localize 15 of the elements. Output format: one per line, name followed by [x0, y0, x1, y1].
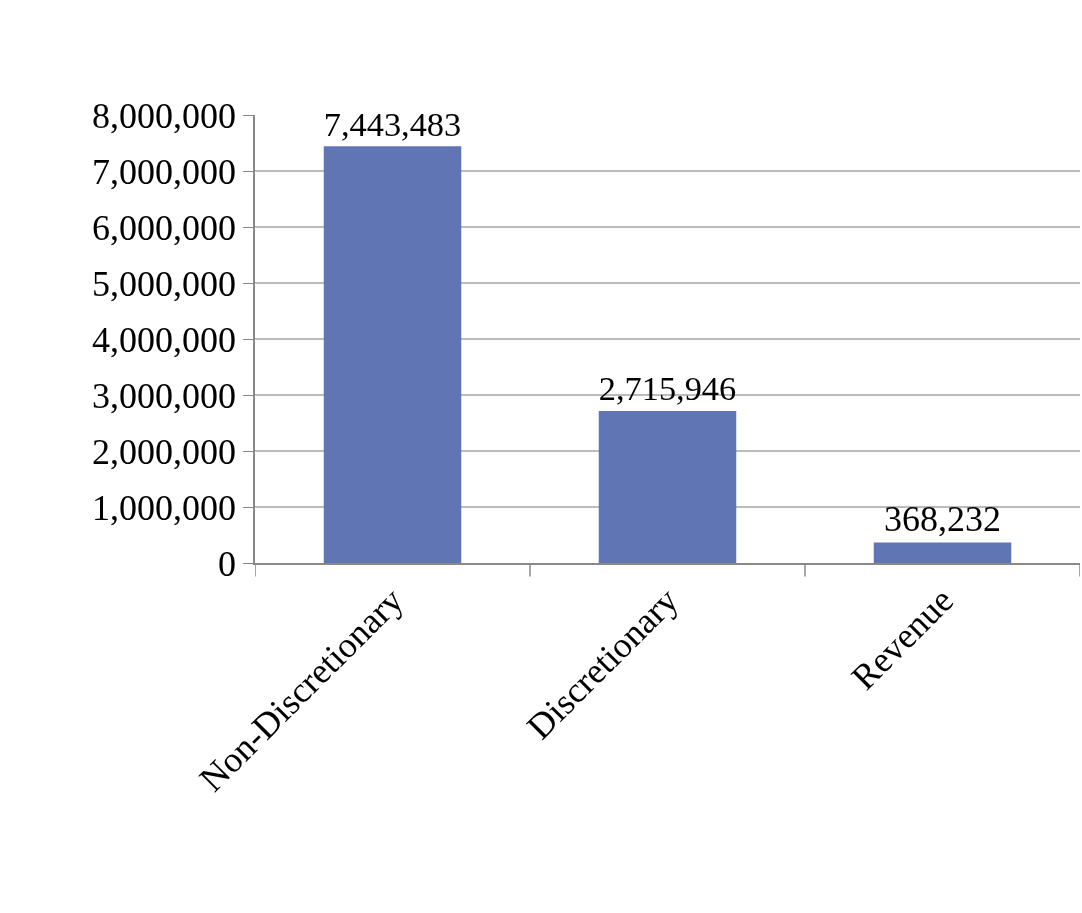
- y-tick-label: 3,000,000: [92, 375, 237, 416]
- y-tick-label: 1,000,000: [92, 487, 237, 528]
- y-tick-label: 6,000,000: [92, 207, 237, 248]
- y-tick-label: 5,000,000: [92, 263, 237, 304]
- data-label: 7,443,483: [323, 104, 462, 143]
- y-tick-label: 7,000,000: [92, 151, 237, 192]
- y-tick-label: 8,000,000: [92, 95, 237, 136]
- y-tick-label: 0: [218, 543, 237, 584]
- y-tick-label: 4,000,000: [92, 319, 237, 360]
- data-label: 2,715,946: [598, 369, 737, 408]
- bar: [873, 542, 1012, 563]
- bar: [598, 410, 737, 563]
- y-tick-label: 2,000,000: [92, 431, 237, 472]
- bar: [323, 146, 462, 563]
- data-label: 368,232: [884, 499, 1001, 540]
